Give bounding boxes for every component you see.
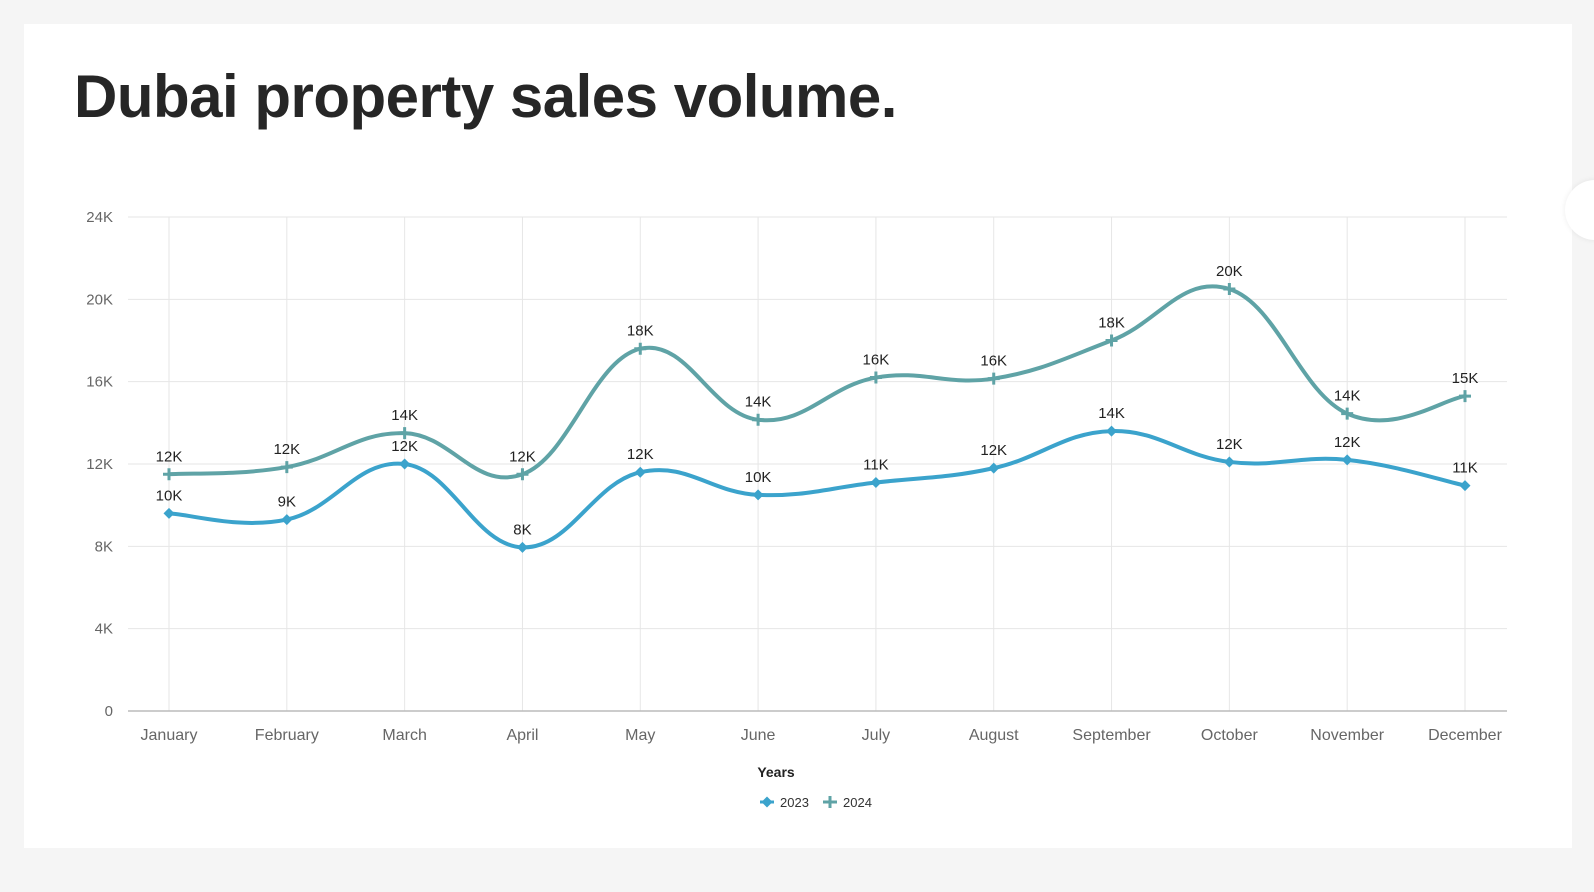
data-label-2024: 12K [509, 448, 536, 465]
data-point-2023 [163, 507, 175, 519]
x-tick-label: April [506, 727, 538, 744]
data-point-2023 [870, 477, 882, 489]
data-point-2023 [516, 541, 528, 553]
data-point-2024 [1341, 407, 1354, 420]
data-point-2023 [399, 458, 411, 470]
data-point-2023 [634, 466, 646, 478]
data-label-2023: 11K [1452, 460, 1478, 477]
y-tick-label: 16K [86, 374, 113, 391]
data-label-2024: 14K [745, 394, 772, 411]
series-line-2023 [167, 429, 1467, 550]
legend-marker-2023 [761, 796, 773, 808]
data-point-2024 [516, 468, 529, 481]
y-tick-label: 20K [86, 291, 113, 308]
x-tick-label: August [969, 727, 1019, 744]
x-tick-label: February [255, 727, 319, 744]
data-point-2023 [1106, 425, 1118, 437]
x-tick-label: November [1310, 727, 1384, 744]
data-label-2024: 15K [1452, 370, 1479, 387]
data-point-2024 [987, 372, 1000, 385]
data-point-2023 [281, 514, 293, 526]
data-label-2023: 12K [1334, 434, 1361, 451]
data-point-2024 [752, 413, 765, 426]
x-tick-label: May [625, 727, 655, 744]
data-point-2023 [752, 489, 764, 501]
data-label-2024: 16K [980, 353, 1007, 370]
page-title: Dubai property sales volume. [74, 63, 897, 130]
data-label-2024: 14K [1334, 388, 1361, 405]
data-label-2023: 12K [980, 442, 1007, 459]
x-tick-label: December [1428, 727, 1502, 744]
data-point-2024 [280, 461, 293, 474]
data-point-2024 [1105, 334, 1118, 347]
data-label-2024: 18K [627, 323, 654, 340]
x-tick-label: March [382, 727, 426, 744]
legend-label-2023: 2023 [780, 795, 809, 810]
x-tick-label: January [141, 727, 198, 744]
data-label-2024: 18K [1098, 315, 1125, 332]
y-tick-label: 8K [95, 538, 113, 555]
data-label-2024: 12K [273, 441, 300, 458]
data-point-2024 [398, 427, 411, 440]
data-point-2024 [1459, 390, 1471, 403]
data-point-2024 [634, 342, 647, 355]
y-tick-label: 4K [95, 621, 113, 638]
data-label-2024: 12K [156, 448, 183, 465]
data-label-2023: 14K [1098, 405, 1125, 422]
x-axis-title: Years [757, 764, 795, 780]
x-tick-label: July [862, 727, 890, 744]
data-label-2023: 8K [513, 521, 531, 538]
y-tick-label: 0 [105, 703, 113, 720]
data-label-2023: 11K [863, 457, 889, 474]
data-point-2023 [1223, 456, 1235, 468]
data-point-2024 [163, 468, 175, 481]
data-label-2023: 10K [745, 469, 772, 486]
data-label-2023: 12K [391, 438, 418, 455]
legend-marker-2024 [824, 796, 836, 808]
data-label-2024: 14K [391, 407, 418, 424]
x-tick-label: June [741, 727, 776, 744]
data-label-2023: 9K [278, 494, 296, 511]
data-point-2024 [1223, 283, 1236, 296]
data-point-2023 [1459, 480, 1471, 492]
data-label-2024: 16K [863, 352, 890, 369]
data-label-2023: 12K [1216, 436, 1243, 453]
data-label-2023: 10K [156, 487, 183, 504]
data-label-2023: 12K [627, 446, 654, 463]
y-tick-label: 24K [86, 209, 113, 226]
data-point-2023 [988, 462, 1000, 474]
x-tick-label: September [1072, 727, 1151, 744]
x-tick-label: October [1201, 727, 1259, 744]
legend-label-2024: 2024 [843, 795, 872, 810]
data-label-2024: 20K [1216, 263, 1243, 280]
y-tick-label: 12K [86, 456, 113, 473]
data-point-2023 [1341, 454, 1353, 466]
data-point-2024 [869, 371, 882, 384]
